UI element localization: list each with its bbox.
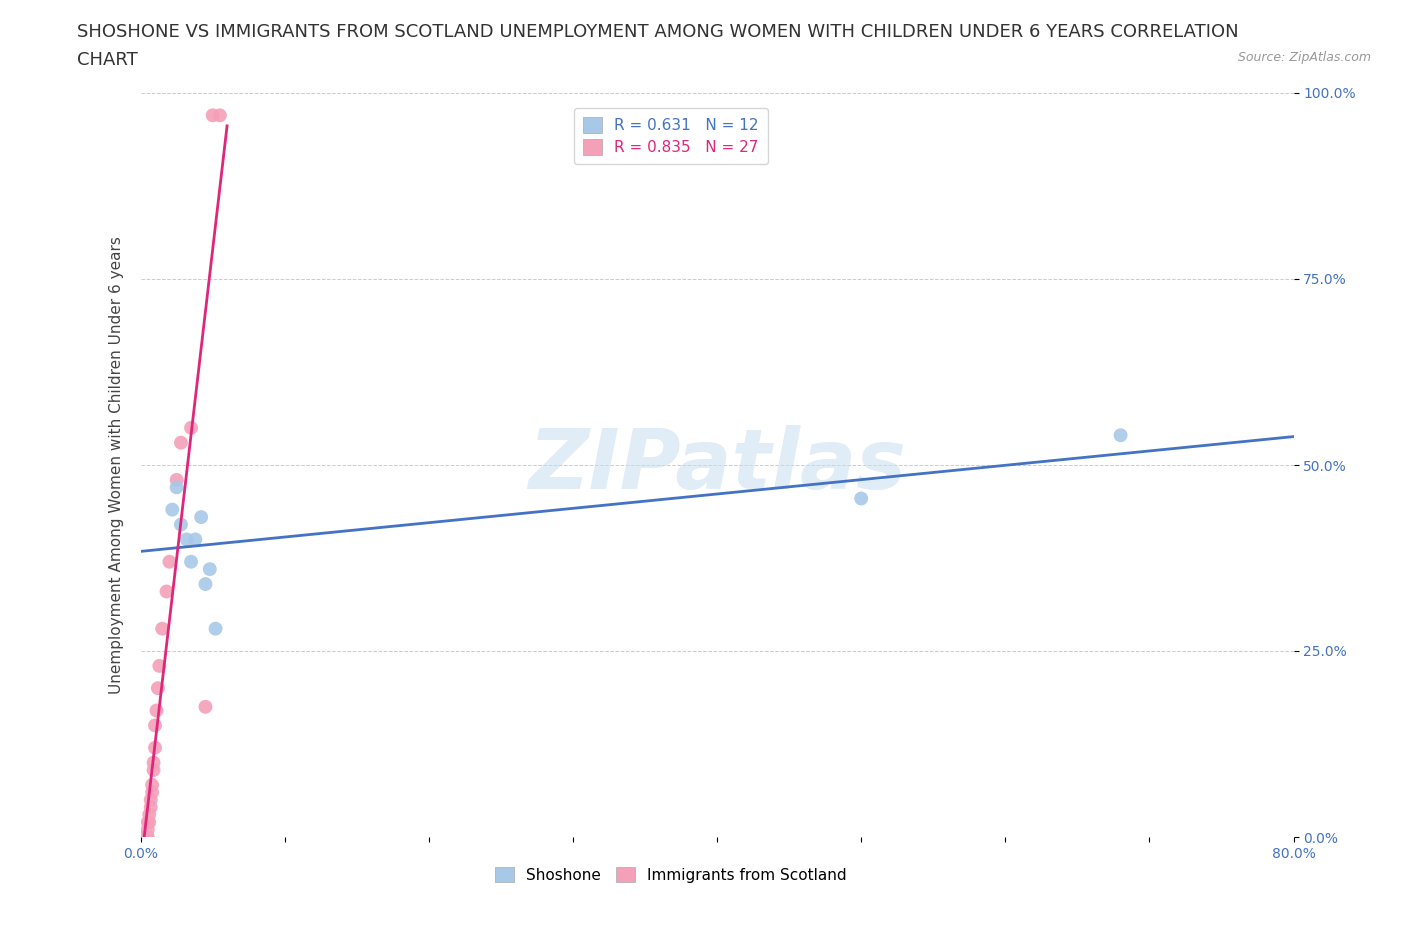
Point (184, 532, 207, 547)
Point (849, 491, 872, 506)
Point (208, 108, 231, 123)
Point (141, 777, 163, 792)
Point (150, 621, 173, 636)
Text: CHART: CHART (77, 51, 138, 69)
Point (190, 510, 212, 525)
Point (145, 703, 167, 718)
Point (198, 562, 221, 577)
Point (194, 699, 217, 714)
Point (194, 577, 217, 591)
Point (155, 584, 177, 599)
Point (136, 822, 159, 837)
Text: Source: ZipAtlas.com: Source: ZipAtlas.com (1237, 51, 1371, 64)
Point (143, 718, 166, 733)
Point (139, 800, 162, 815)
Point (170, 435, 193, 450)
Point (176, 532, 198, 547)
Point (159, 554, 180, 569)
Point (162, 502, 184, 517)
Point (204, 621, 226, 636)
Point (180, 554, 202, 569)
Point (134, 830, 156, 844)
Point (143, 740, 166, 755)
Point (136, 830, 159, 844)
Point (148, 658, 170, 673)
Point (1109, 428, 1132, 443)
Point (142, 755, 165, 770)
Point (166, 480, 188, 495)
Y-axis label: Unemployment Among Women with Children Under 6 years: Unemployment Among Women with Children U… (108, 236, 124, 694)
Point (146, 681, 169, 696)
Point (170, 517, 193, 532)
Legend: Shoshone, Immigrants from Scotland: Shoshone, Immigrants from Scotland (489, 860, 852, 889)
Point (201, 108, 224, 123)
Text: ZIPatlas: ZIPatlas (529, 424, 905, 506)
Point (136, 815, 159, 830)
Point (180, 420, 202, 435)
Point (135, 830, 157, 844)
Point (166, 472, 188, 487)
Point (138, 807, 160, 822)
Text: SHOSHONE VS IMMIGRANTS FROM SCOTLAND UNEMPLOYMENT AMONG WOMEN WITH CHILDREN UNDE: SHOSHONE VS IMMIGRANTS FROM SCOTLAND UNE… (77, 23, 1239, 41)
Point (139, 792, 162, 807)
Point (141, 785, 163, 800)
Point (142, 763, 165, 777)
Point (138, 815, 160, 830)
